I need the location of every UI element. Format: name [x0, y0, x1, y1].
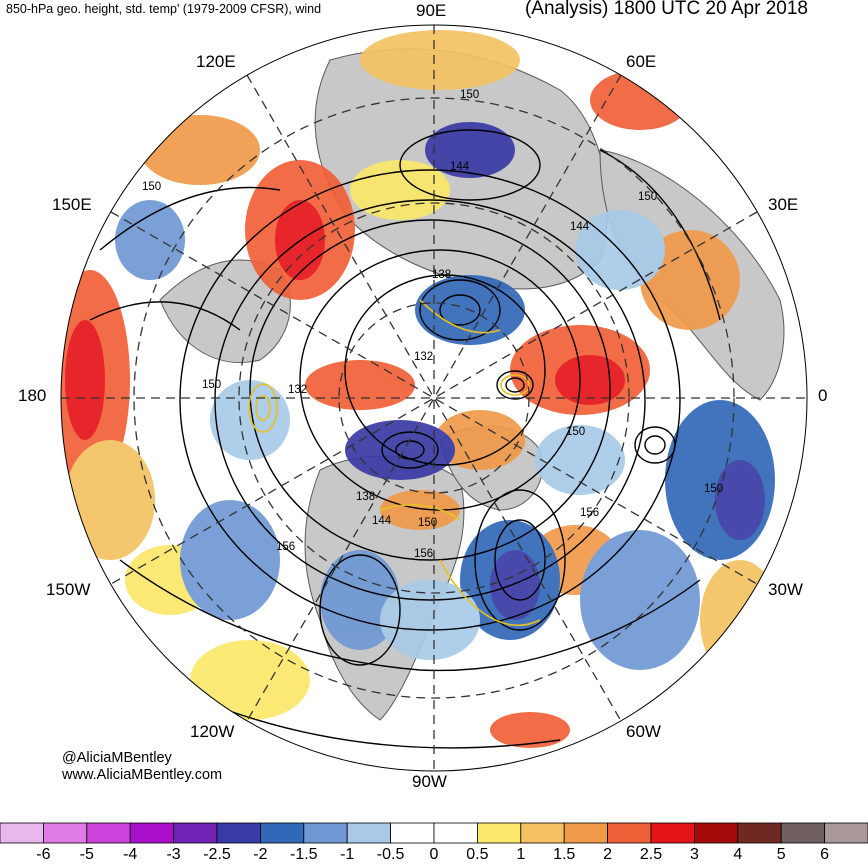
height-contours	[89, 129, 721, 749]
colorbar-swatch	[86, 822, 131, 844]
colorbar-tick-label: -3	[166, 846, 181, 863]
contour-labels: 150 144 150 144 150 138 132 150 132 150 …	[142, 89, 723, 560]
colorbar-swatch	[390, 822, 435, 844]
colorbar-tick-label: 3	[689, 846, 699, 863]
graticule	[61, 25, 807, 771]
contour-150-w: 150	[142, 181, 161, 193]
lon-label-150w: 150W	[46, 580, 91, 599]
contour-156-s: 156	[414, 548, 433, 560]
colorbar-swatch	[259, 822, 305, 844]
colorbar-swatch	[650, 822, 695, 844]
contour-132-w: 132	[288, 384, 307, 396]
contour-138-s: 138	[356, 491, 375, 503]
colorbar-swatch	[824, 822, 868, 844]
contour-150-s: 150	[418, 517, 437, 529]
colorbar-tick-label: -1	[340, 846, 355, 863]
contour-150-top: 150	[460, 89, 479, 101]
colorbar-swatch	[216, 822, 261, 844]
colorbar-swatch	[694, 822, 739, 844]
colorbar-tick-label: 5	[776, 846, 786, 863]
contour-144-top: 144	[450, 161, 470, 173]
contour-150-ne: 150	[638, 191, 657, 203]
contour-156-se: 156	[580, 507, 599, 519]
lon-label-60w: 60W	[626, 722, 661, 741]
colorbar-swatch	[433, 822, 478, 844]
colorbar-tick-label: 1	[516, 846, 526, 863]
lon-label-30e: 30E	[768, 195, 799, 214]
polar-map: 150 144 150 144 150 138 132 150 132 150 …	[60, 24, 808, 772]
colorbar-swatch	[737, 822, 782, 844]
contour-132-c: 132	[414, 351, 433, 363]
colorbar-tick-label: 4	[733, 846, 743, 863]
lon-label-90w: 90W	[412, 772, 447, 791]
colorbar-swatch	[520, 822, 565, 844]
colorbar-swatch	[303, 822, 348, 844]
colorbar-tick-label: -4	[123, 846, 138, 863]
colorbar-tick-label: 6	[820, 846, 830, 863]
colorbar-swatch	[0, 822, 44, 844]
lon-label-60e: 60E	[626, 52, 657, 71]
colorbar	[0, 822, 868, 844]
colorbar-swatch	[43, 822, 88, 844]
contour-138-n: 138	[432, 269, 451, 281]
lon-label-120e: 120E	[196, 52, 236, 71]
contour-150-e: 150	[566, 426, 585, 438]
colorbar-swatch	[476, 822, 522, 844]
lon-label-150e: 150E	[52, 195, 92, 214]
colorbar-swatch	[173, 822, 218, 844]
lon-label-30w: 30W	[768, 580, 803, 599]
lon-label-120w: 120W	[190, 722, 235, 741]
colorbar-tick-label: -6	[36, 846, 51, 863]
colorbar-tick-label: -1.5	[290, 846, 318, 863]
colorbar-swatch	[129, 822, 174, 844]
credit-block: @AliciaMBentley www.AliciaMBentley.com	[62, 750, 222, 784]
lon-label-0: 0	[818, 386, 828, 405]
colorbar-swatch	[563, 822, 609, 844]
colorbar-swatch	[780, 822, 826, 844]
map-title: 850-hPa geo. height, std. temp' (1979-20…	[6, 2, 322, 16]
contour-150-left: 150	[202, 379, 221, 391]
credit-website: www.AliciaMBentley.com	[62, 767, 223, 783]
colorbar-tick-label: 1.5	[553, 846, 576, 863]
analysis-time: (Analysis) 1800 UTC 20 Apr 2018	[524, 0, 808, 19]
colorbar-tick-label: 2.5	[639, 846, 663, 863]
colorbar-swatch	[346, 822, 392, 844]
colorbar-tick-label: 0	[429, 846, 439, 863]
lon-label-180: 180	[18, 386, 47, 405]
contour-144-s: 144	[372, 515, 392, 527]
temperature-contours	[248, 299, 541, 626]
contour-156-sw: 156	[276, 541, 295, 553]
contour-150-far-e: 150	[704, 483, 723, 495]
credit-handle: @AliciaMBentley	[62, 750, 172, 766]
colorbar-tick-label: 2	[603, 846, 613, 863]
colorbar-tick-label: 0.5	[466, 846, 489, 863]
colorbar-tick-label: -0.5	[376, 846, 405, 863]
colorbar-tick-label: -2	[253, 846, 268, 863]
colorbar-swatch	[607, 822, 652, 844]
lon-label-90e: 90E	[416, 1, 447, 20]
colorbar-tick-label: -2.5	[203, 846, 231, 863]
contour-144-ne: 144	[570, 221, 590, 233]
colorbar-tick-label: -5	[79, 846, 94, 863]
